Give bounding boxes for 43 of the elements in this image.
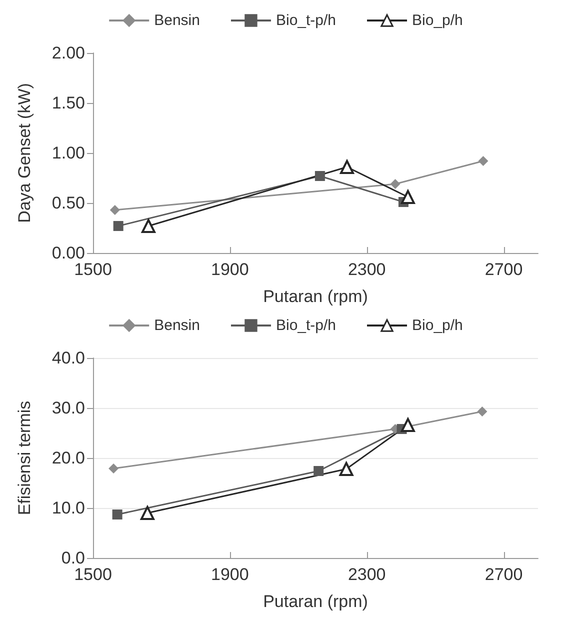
x-tick-label: 2300 (348, 565, 386, 584)
point (314, 466, 324, 476)
y-tick-label: 30.0 (52, 398, 85, 418)
point (390, 179, 400, 189)
point (113, 221, 124, 231)
x-tick-label: 2300 (348, 260, 386, 279)
y-tick-label: 2.00 (52, 44, 85, 62)
point (400, 190, 415, 204)
y-axis-title: Efisiensi termis (15, 400, 34, 516)
y-tick-label: 20.0 (52, 448, 85, 468)
point (400, 418, 415, 432)
legend-label: Bio_t-p/h (276, 317, 336, 334)
x-tick-label: 1500 (74, 565, 112, 584)
x-tick-label: 2700 (484, 260, 523, 279)
legend-label: Bio_p/h (412, 12, 463, 29)
y-axis-title: Daya Genset (kW) (15, 83, 34, 223)
legend-label: Bensin (154, 12, 200, 29)
point (112, 510, 122, 520)
legend-label: Bensin (154, 317, 200, 334)
point (478, 156, 488, 166)
point (314, 171, 325, 181)
point (141, 219, 156, 233)
x-tick-label: 1900 (211, 565, 249, 584)
y-tick-label: 1.00 (52, 144, 85, 162)
y-tick-label: 40.0 (52, 348, 85, 368)
x-tick-label: 1500 (74, 260, 112, 279)
point (339, 462, 354, 476)
point (140, 506, 154, 520)
y-tick-label: 0.00 (52, 244, 85, 262)
legend-label: Bio_t-p/h (276, 12, 336, 29)
x-axis-title: Putaran (rpm) (263, 592, 368, 611)
y-tick-label: 10.0 (52, 498, 85, 518)
y-tick-label: 1.50 (52, 94, 85, 112)
point (477, 406, 488, 416)
point (110, 205, 120, 215)
point (108, 464, 119, 474)
x-tick-label: 1900 (211, 260, 249, 279)
legend-label: Bio_p/h (412, 317, 463, 334)
y-tick-label: 0.50 (52, 194, 85, 212)
y-tick-label: 0.0 (61, 548, 85, 568)
x-axis-title: Putaran (rpm) (263, 287, 368, 306)
x-tick-label: 2700 (484, 565, 523, 584)
point (340, 160, 354, 174)
